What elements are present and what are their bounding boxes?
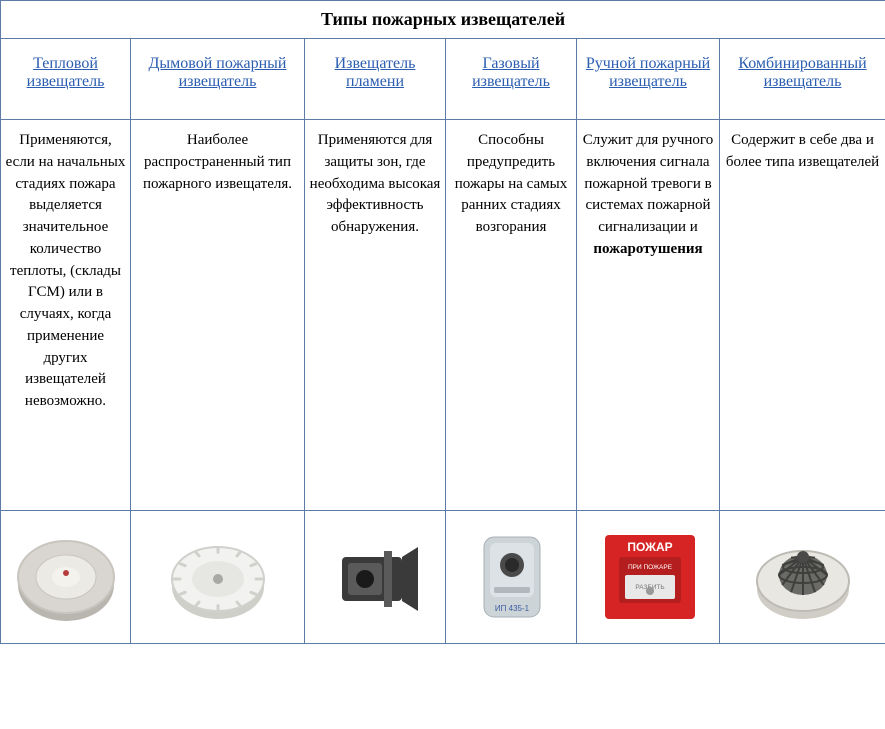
column-image xyxy=(305,511,446,644)
detector-types-table: Типы пожарных извещателей Тепловой извещ… xyxy=(0,0,885,644)
svg-text:ПРИ ПОЖАРЕ: ПРИ ПОЖАРЕ xyxy=(628,564,673,571)
column-header: Извещатель пламени xyxy=(305,39,446,120)
column-image xyxy=(131,511,305,644)
column-image xyxy=(1,511,131,644)
manual-callpoint-icon: ПОЖАРПРИ ПОЖАРЕРАЗБИТЬ xyxy=(593,527,703,627)
column-description: Способны предупредить пожары на самых ра… xyxy=(446,120,577,511)
heat-detector-icon xyxy=(11,527,121,627)
column-description: Содержит в себе два и более типа извещат… xyxy=(720,120,885,511)
column-image: ИП 435-1 xyxy=(446,511,577,644)
table-title: Типы пожарных извещателей xyxy=(1,1,885,39)
smoke-detector-icon xyxy=(163,527,273,627)
column-image xyxy=(720,511,885,644)
column-header: Дымовой пожарный извещатель xyxy=(131,39,305,120)
column-description: Применяются, если на начальных стадиях п… xyxy=(1,120,131,511)
svg-text:ИП 435-1: ИП 435-1 xyxy=(495,604,530,613)
column-header: Ручной пожарный извещатель xyxy=(577,39,720,120)
column-header: Тепловой извещатель xyxy=(1,39,131,120)
column-header: Комбинированный извещатель xyxy=(720,39,885,120)
column-header: Газовый извещатель xyxy=(446,39,577,120)
column-description: Применяются для защиты зон, где необходи… xyxy=(305,120,446,511)
gas-detector-icon: ИП 435-1 xyxy=(456,527,566,627)
svg-text:ПОЖАР: ПОЖАР xyxy=(627,540,672,554)
column-description: Служит для ручного включения сигнала пож… xyxy=(577,120,720,511)
column-image: ПОЖАРПРИ ПОЖАРЕРАЗБИТЬ xyxy=(577,511,720,644)
flame-detector-icon xyxy=(320,527,430,627)
column-description: Наиболее распространенный тип пожарного … xyxy=(131,120,305,511)
combined-detector-icon xyxy=(748,527,858,627)
